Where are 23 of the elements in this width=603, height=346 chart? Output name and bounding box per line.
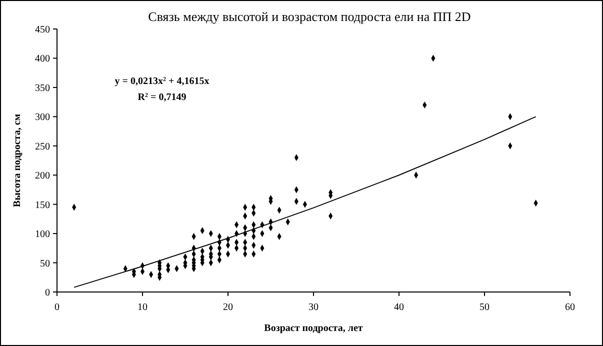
y-tick-label: 250: [35, 141, 50, 152]
y-tick-label: 0: [45, 288, 50, 298]
annotation: y = 0,0213x$^{2}$ + 4,1615x: [114, 76, 210, 87]
x-tick-label: 20: [223, 302, 233, 313]
annotation: R$^{2}$ = 0,7149: [138, 92, 186, 103]
y-tick-label: 200: [35, 170, 50, 182]
x-tick-label: 60: [565, 302, 575, 313]
y-tick-label: 300: [35, 112, 50, 124]
y-tick-label: 100: [35, 229, 50, 240]
x-tick-label: 30: [308, 302, 318, 313]
x-tick-label: 50: [480, 302, 490, 313]
chart-title: Связь между высотой и возрастом подроста ели на ПП 2D: [148, 9, 471, 24]
y-tick-label: 400: [35, 54, 50, 65]
x-tick-label: 10: [138, 302, 148, 313]
y-tick-label: 350: [35, 82, 50, 94]
y-tick-label: 450: [35, 24, 50, 36]
x-tick-label: 0: [54, 302, 60, 313]
y-tick-label: 150: [35, 200, 50, 211]
x-tick-label: 40: [394, 302, 404, 313]
x-axis-title: Возраст подроста, лет: [264, 323, 363, 334]
y-tick-label: 50: [40, 258, 50, 270]
y-axis-title: Высота подроста, см: [12, 114, 23, 208]
line-series: [74, 116, 536, 288]
